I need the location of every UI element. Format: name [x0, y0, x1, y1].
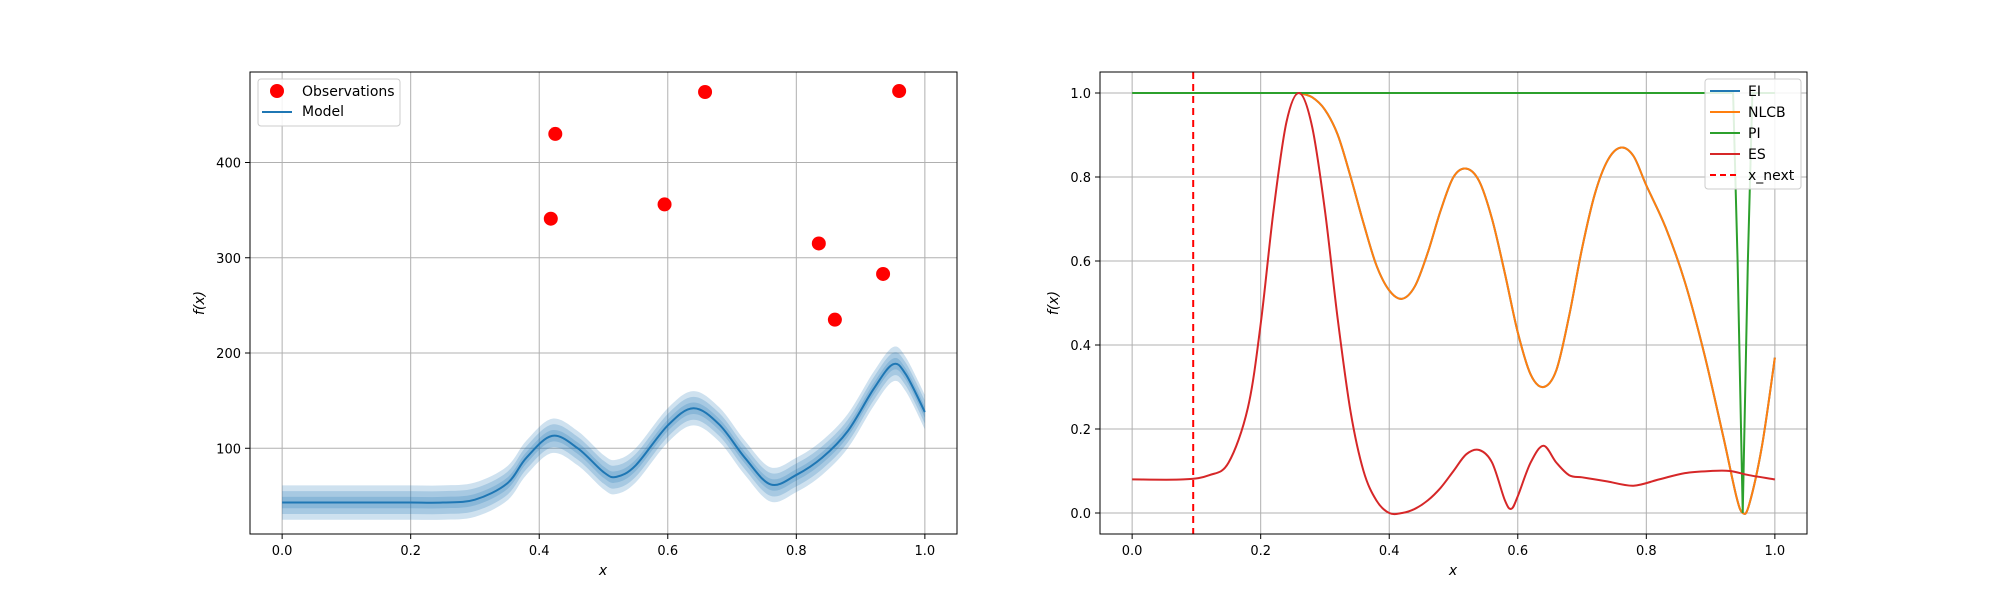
y-tick-label: 100 — [216, 442, 241, 457]
x-tick-label: 0.8 — [1636, 544, 1657, 559]
x-tick-label: 0.4 — [529, 544, 550, 559]
x-tick-label: 0.0 — [1122, 544, 1143, 559]
x-tick-label: 1.0 — [915, 544, 936, 559]
legend-ei-label: EI — [1748, 84, 1761, 100]
x-tick-label: 0.0 — [272, 544, 293, 559]
y-tick-label: 300 — [216, 252, 241, 267]
left-chart: 0.0 0.2 0.4 0.6 0.8 1.0 100 200 300 400 x f(x) Ob… — [192, 71, 958, 579]
right-grid — [1100, 72, 1807, 534]
y-tick-label: 400 — [216, 156, 241, 171]
right-ylabel: f(x) — [1046, 291, 1062, 315]
y-tick-label: 0.2 — [1070, 423, 1091, 438]
x-tick-label: 0.4 — [1379, 544, 1400, 559]
left-ylabel: f(x) — [192, 291, 208, 315]
model-confidence-band — [282, 352, 925, 515]
x-tick-label: 0.6 — [1507, 544, 1528, 559]
right-axes-frame — [1099, 71, 1808, 535]
left-grid — [250, 72, 957, 534]
left-legend: Observations Model — [257, 78, 401, 127]
observation-point — [876, 266, 891, 281]
right-ticks: 0.0 0.2 0.4 0.6 0.8 1.0 0.0 0.2 0.4 0.6 0.8 1.0 — [1070, 87, 1785, 559]
left-xlabel: x — [598, 563, 608, 579]
model-mean-line — [282, 362, 926, 504]
legend-nlcb-label: NLCB — [1748, 105, 1786, 121]
right-xlabel: x — [1448, 563, 1458, 579]
x-tick-label: 1.0 — [1765, 544, 1786, 559]
legend-xnext-label: x_next — [1748, 168, 1795, 184]
observation-point — [548, 126, 563, 141]
legend-pi-label: PI — [1748, 126, 1761, 142]
observation-point — [811, 236, 826, 251]
observation-point — [543, 211, 558, 226]
model-confidence-band — [282, 346, 925, 520]
legend-es-label: ES — [1748, 147, 1766, 163]
y-tick-label: 0.4 — [1070, 339, 1091, 354]
observation-point — [698, 85, 713, 100]
x-tick-label: 0.2 — [1250, 544, 1271, 559]
x-tick-label: 0.2 — [400, 544, 421, 559]
legend-observations-label: Observations — [302, 84, 395, 100]
right-legend: EI NLCB PI ES x_next — [1704, 78, 1802, 190]
right-chart: 0.0 0.2 0.4 0.6 0.8 1.0 0.0 0.2 0.4 0.6 0.8 1.0 x f… — [1046, 71, 1808, 579]
y-tick-label: 0.6 — [1070, 255, 1091, 270]
left-observation-points — [543, 84, 907, 327]
left-ticks: 0.0 0.2 0.4 0.6 0.8 1.0 100 200 300 400 — [216, 156, 935, 559]
right-legend-box — [1704, 78, 1802, 190]
observation-point — [892, 84, 907, 99]
x-tick-label: 0.8 — [786, 544, 807, 559]
y-tick-label: 0.0 — [1070, 507, 1091, 522]
observation-point — [657, 197, 672, 212]
left-model-line — [282, 362, 926, 504]
left-axes-frame — [249, 71, 958, 535]
observation-point — [827, 312, 842, 327]
series-line-es — [1132, 92, 1776, 516]
y-tick-label: 0.8 — [1070, 171, 1091, 186]
y-tick-label: 200 — [216, 347, 241, 362]
legend-model-label: Model — [302, 104, 344, 120]
series-line-nlcb — [1298, 92, 1776, 515]
y-tick-label: 1.0 — [1070, 87, 1091, 102]
left-legend-box — [257, 78, 401, 127]
legend-observations-marker — [270, 84, 284, 98]
x-tick-label: 0.6 — [657, 544, 678, 559]
left-model-bands — [282, 346, 925, 520]
